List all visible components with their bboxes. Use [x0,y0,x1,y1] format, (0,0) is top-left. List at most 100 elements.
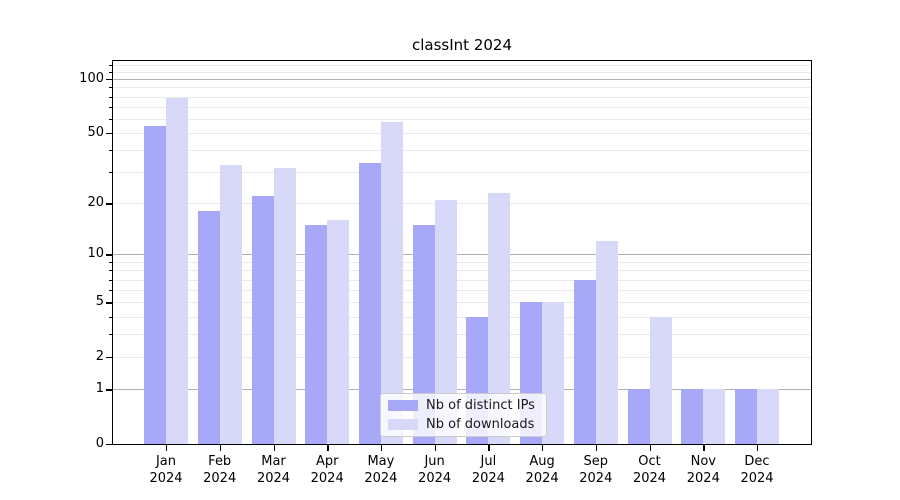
x-tick-label: Dec 2024 [725,453,789,487]
x-tick-mark [380,444,383,451]
gridline-minor [113,270,811,272]
bar-downloads-sep [595,241,618,444]
y-minor-tick-mark [109,172,113,174]
bar-distinct-ips-nov [681,389,704,444]
x-tick-mark [649,444,651,451]
y-minor-tick-mark [109,150,113,152]
y-tick-label: 5 [95,294,104,310]
y-minor-tick-mark [109,279,113,281]
y-minor-tick-mark [109,133,113,135]
gridline-minor [113,203,811,205]
bar-downloads-feb [219,165,242,444]
x-tick-label-month: Sep [583,454,609,469]
bar-downloads-jun [434,199,457,444]
bar-distinct-ips-mar [251,196,274,444]
x-tick-label-month: Mar [261,454,286,469]
gridline-minor [113,71,811,73]
gridline-minor [113,302,811,304]
x-tick-label-month: Nov [690,454,716,469]
x-tick-mark [166,444,168,451]
x-tick-label-year: 2024 [149,471,183,486]
x-tick-label: Nov 2024 [671,453,735,487]
y-minor-tick-mark [109,316,113,318]
bar-downloads-mar [273,167,296,444]
y-minor-tick-mark [109,290,113,292]
x-tick-label: Jul 2024 [456,453,520,487]
y-tick-label: 0 [95,436,104,451]
y-tick-label: 20 [87,195,104,211]
x-tick-label-year: 2024 [310,471,344,486]
bar-distinct-ips-feb [197,211,220,444]
x-tick-label-year: 2024 [471,471,505,486]
bar-distinct-ips-sep [573,279,596,444]
x-tick-mark [595,444,598,451]
x-tick-label-year: 2024 [740,471,774,486]
legend-item-distinct-ips: Nb of distinct IPs [388,397,546,414]
gridline-minor [113,106,811,108]
y-minor-tick-mark [109,71,113,73]
x-tick-mark [273,444,275,451]
gridline-minor [113,357,811,359]
y-tick-label: 2 [95,349,104,365]
x-tick-label-month: Apr [315,454,339,469]
gridline-minor [113,87,811,89]
legend-label-distinct-ips: Nb of distinct IPs [426,398,535,413]
y-minor-tick-mark [109,64,113,66]
y-tick-label: 1 [95,381,104,397]
gridline-minor [113,334,811,336]
legend-label-downloads: Nb of downloads [426,417,535,432]
bar-distinct-ips-jun [412,224,435,444]
x-tick-label: Apr 2024 [295,453,359,487]
gridline-minor [113,316,811,318]
bar-downloads-apr [327,219,350,444]
x-tick-label-year: 2024 [686,471,720,486]
bar-distinct-ips-apr [305,224,328,444]
bar-downloads-jul [488,192,511,444]
bar-distinct-ips-dec [735,389,757,444]
x-tick-label: Feb 2024 [188,453,252,487]
x-tick-label: Mar 2024 [242,453,306,487]
x-tick-label-year: 2024 [525,471,559,486]
gridline-minor [113,96,811,98]
y-tick-mark [106,444,113,446]
chart-title: classInt 2024 [412,36,512,54]
x-tick-label: Sep 2024 [564,453,628,487]
y-tick-label: 100 [79,71,104,86]
x-tick-label: Jan 2024 [134,453,198,487]
legend-swatch-distinct-ips-icon [388,400,418,411]
y-minor-tick-mark [109,106,113,108]
y-minor-tick-mark [109,334,113,336]
x-tick-mark [488,444,490,451]
legend: Nb of distinct IPs Nb of downloads [380,393,547,437]
y-minor-tick-mark [109,87,113,89]
bar-downloads-nov [703,389,726,444]
x-tick-label: Oct 2024 [618,453,682,487]
gridline-minor [113,118,811,120]
x-tick-mark [703,444,705,451]
x-tick-label-month: Feb [208,454,232,469]
y-tick-label: 50 [87,125,104,141]
gridline-minor [113,290,811,292]
x-tick-label-month: Jan [155,454,177,469]
x-tick-label-month: May [367,454,395,469]
x-tick-mark [327,444,329,451]
gridline-major [113,389,811,391]
x-tick-label-year: 2024 [203,471,237,486]
legend-swatch-downloads-icon [388,419,418,430]
gridline-minor [113,279,811,281]
bar-downloads-jan [166,98,188,444]
x-tick-label-month: Jun [424,454,445,469]
x-tick-label: May 2024 [349,453,413,487]
x-tick-label-month: Dec [744,454,770,469]
gridline-major [113,79,811,80]
x-tick-label: Jun 2024 [403,453,467,487]
gridline-minor [113,64,811,66]
y-minor-tick-mark [109,261,113,263]
y-minor-tick-mark [109,203,113,205]
x-tick-label-year: 2024 [256,471,291,486]
x-tick-mark [434,444,436,451]
bar-distinct-ips-jan [144,125,166,444]
y-tick-mark [106,79,113,81]
y-tick-mark [106,389,113,391]
gridline-major [113,254,811,256]
